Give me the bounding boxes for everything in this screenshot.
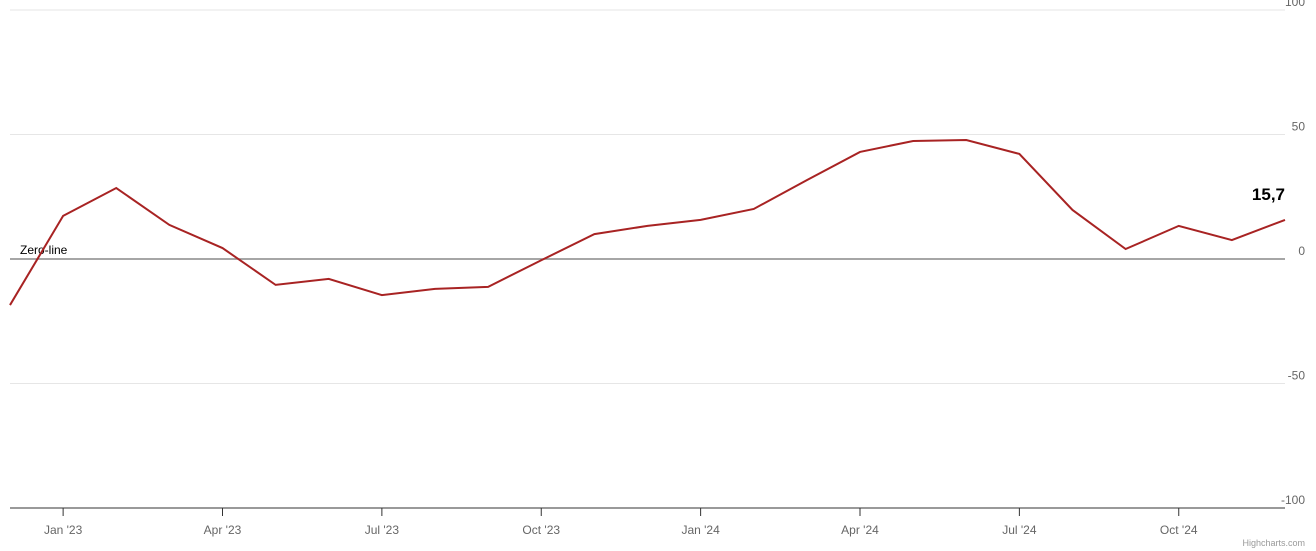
value-label: 15,7 (1252, 185, 1285, 204)
y-tick-label: -50 (1288, 369, 1306, 383)
credits: Highcharts.com (1242, 538, 1305, 548)
y-tick-label: 0 (1298, 244, 1305, 258)
y-tick-label: 50 (1292, 120, 1306, 134)
x-tick-label: Jan '24 (681, 523, 720, 537)
x-tick-label: Apr '23 (204, 523, 242, 537)
line (9, 138, 1286, 306)
x-tick-label: Jul '24 (1002, 523, 1037, 537)
y-tick-label: -100 (1281, 493, 1305, 507)
x-tick-label: Oct '24 (1160, 523, 1198, 537)
x-tick-label: Jul '23 (365, 523, 400, 537)
x-tick-label: Oct '23 (522, 523, 560, 537)
y-tick-label: 100 (1285, 0, 1305, 9)
x-tick-label: Jan '23 (44, 523, 83, 537)
x-tick-label: Apr '24 (841, 523, 879, 537)
